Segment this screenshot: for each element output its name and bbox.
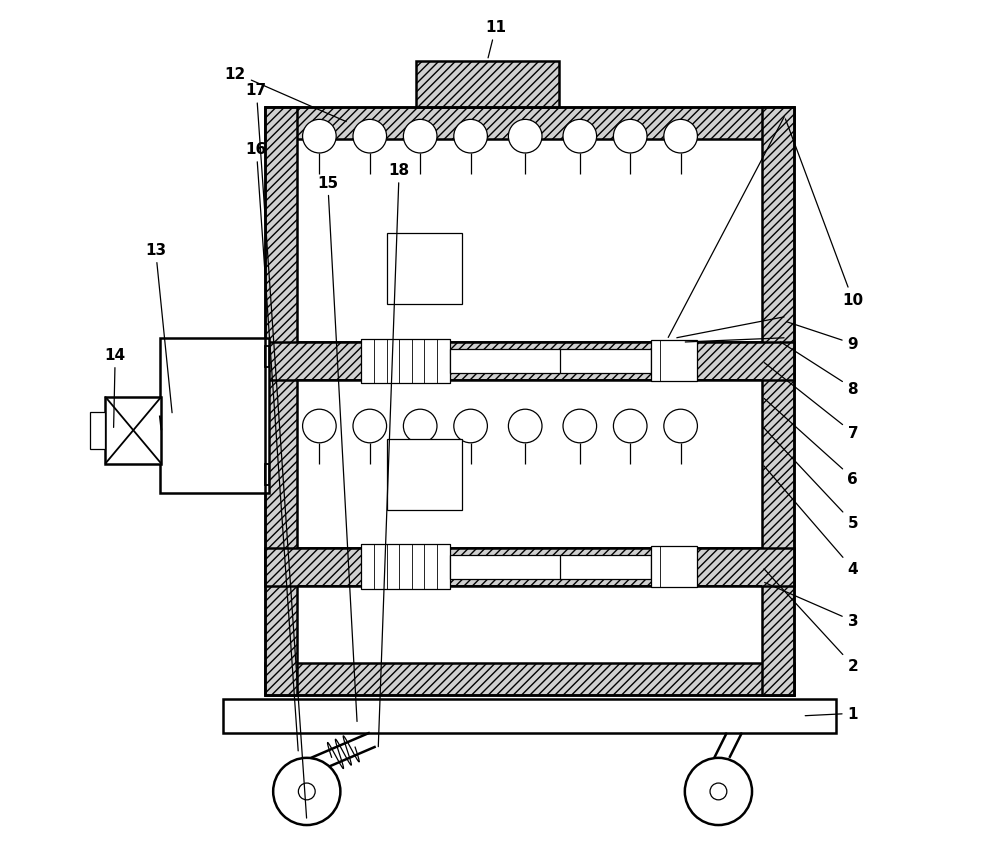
- Circle shape: [403, 120, 437, 154]
- Text: 6: 6: [764, 399, 858, 486]
- Circle shape: [508, 409, 542, 444]
- Bar: [160, 339, 269, 494]
- Text: 11: 11: [485, 20, 506, 59]
- Bar: [651, 341, 697, 382]
- Circle shape: [454, 120, 487, 154]
- Bar: [651, 547, 697, 588]
- Circle shape: [664, 409, 697, 444]
- Bar: [762, 107, 794, 695]
- Bar: [265, 347, 269, 368]
- Bar: [361, 339, 450, 384]
- Circle shape: [303, 120, 336, 154]
- Bar: [361, 545, 450, 589]
- Bar: [105, 397, 161, 464]
- Circle shape: [298, 783, 315, 800]
- Bar: [265, 464, 269, 485]
- Bar: [387, 439, 462, 510]
- Bar: [265, 548, 794, 586]
- Circle shape: [710, 783, 727, 800]
- Text: 10: 10: [785, 119, 863, 308]
- Text: 13: 13: [145, 243, 172, 413]
- Circle shape: [273, 758, 340, 825]
- Text: 18: 18: [378, 163, 410, 746]
- Text: 8: 8: [780, 342, 858, 397]
- Bar: [416, 61, 559, 107]
- Text: 14: 14: [105, 348, 126, 428]
- Bar: [265, 107, 794, 140]
- Text: 17: 17: [246, 84, 307, 818]
- Circle shape: [353, 409, 387, 444]
- Circle shape: [353, 120, 387, 154]
- Bar: [265, 663, 794, 695]
- Text: 12: 12: [225, 67, 346, 123]
- Circle shape: [563, 409, 597, 444]
- Circle shape: [563, 120, 597, 154]
- Bar: [387, 234, 462, 305]
- Text: 15: 15: [317, 176, 357, 722]
- Text: 9: 9: [787, 322, 858, 351]
- Text: 5: 5: [764, 428, 858, 531]
- Circle shape: [664, 120, 697, 154]
- Bar: [223, 699, 836, 733]
- Circle shape: [454, 409, 487, 444]
- Bar: [90, 412, 105, 450]
- Text: 2: 2: [764, 569, 858, 673]
- Text: 3: 3: [765, 583, 858, 629]
- Circle shape: [508, 120, 542, 154]
- Circle shape: [303, 409, 336, 444]
- Text: 7: 7: [764, 363, 858, 441]
- Bar: [450, 555, 651, 579]
- Bar: [265, 107, 794, 695]
- Bar: [265, 107, 297, 695]
- Bar: [265, 343, 794, 380]
- Circle shape: [403, 409, 437, 444]
- Bar: [450, 349, 651, 374]
- Text: 1: 1: [805, 706, 858, 721]
- Circle shape: [685, 758, 752, 825]
- Circle shape: [613, 409, 647, 444]
- Circle shape: [613, 120, 647, 154]
- Text: 16: 16: [246, 142, 298, 751]
- Text: 4: 4: [764, 467, 858, 577]
